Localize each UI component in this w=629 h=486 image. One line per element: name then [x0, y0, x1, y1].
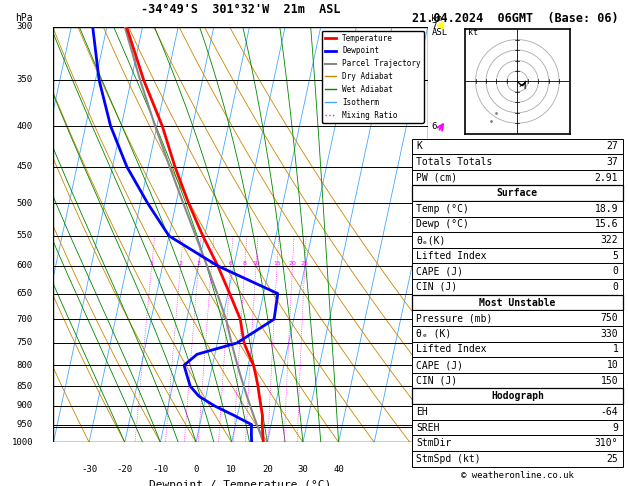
- Text: θₑ (K): θₑ (K): [416, 329, 452, 339]
- Text: 10: 10: [226, 465, 237, 474]
- Text: 300: 300: [17, 22, 33, 31]
- Text: 7: 7: [431, 22, 437, 31]
- Text: 9: 9: [613, 422, 618, 433]
- Text: hPa: hPa: [15, 13, 33, 22]
- Text: -10: -10: [152, 465, 169, 474]
- Text: kt: kt: [468, 28, 478, 37]
- Text: 850: 850: [17, 382, 33, 391]
- Text: 2.91: 2.91: [595, 173, 618, 183]
- Text: StmSpd (kt): StmSpd (kt): [416, 454, 481, 464]
- Text: -34°49'S  301°32'W  21m  ASL: -34°49'S 301°32'W 21m ASL: [141, 3, 340, 17]
- Text: 450: 450: [17, 162, 33, 171]
- Text: 18.9: 18.9: [595, 204, 618, 214]
- Text: km: km: [431, 14, 442, 22]
- Legend: Temperature, Dewpoint, Parcel Trajectory, Dry Adiabat, Wet Adiabat, Isotherm, Mi: Temperature, Dewpoint, Parcel Trajectory…: [321, 31, 424, 122]
- Text: Dewp (°C): Dewp (°C): [416, 219, 469, 229]
- Text: 27: 27: [606, 141, 618, 151]
- Text: 0: 0: [193, 465, 199, 474]
- Text: θₑ(K): θₑ(K): [416, 235, 446, 245]
- Text: 5: 5: [613, 251, 618, 260]
- Text: 700: 700: [17, 314, 33, 324]
- Text: PW (cm): PW (cm): [416, 173, 457, 183]
- Text: 950: 950: [17, 420, 33, 429]
- Text: 3: 3: [196, 261, 201, 266]
- Text: 15: 15: [273, 261, 281, 266]
- Text: 0: 0: [613, 282, 618, 292]
- Text: 1000: 1000: [11, 438, 33, 447]
- Text: Lifted Index: Lifted Index: [416, 251, 487, 260]
- Text: 10: 10: [252, 261, 260, 266]
- Text: 400: 400: [17, 122, 33, 131]
- Text: CAPE (J): CAPE (J): [416, 266, 464, 277]
- Text: Most Unstable: Most Unstable: [479, 297, 555, 308]
- Text: 25: 25: [606, 454, 618, 464]
- Text: 900: 900: [17, 401, 33, 410]
- Text: 40: 40: [333, 465, 344, 474]
- Text: K: K: [416, 141, 422, 151]
- Text: 650: 650: [17, 289, 33, 298]
- Text: 350: 350: [17, 75, 33, 85]
- Text: Hodograph: Hodograph: [491, 391, 544, 401]
- Text: -30: -30: [81, 465, 97, 474]
- Text: 3: 3: [431, 314, 437, 324]
- Text: 4: 4: [209, 261, 213, 266]
- Text: 0: 0: [613, 266, 618, 277]
- Text: 25: 25: [301, 261, 309, 266]
- Text: © weatheronline.co.uk: © weatheronline.co.uk: [461, 471, 574, 480]
- Text: Mixing Ratio (g/kg): Mixing Ratio (g/kg): [460, 183, 469, 286]
- Text: Dewpoint / Temperature (°C): Dewpoint / Temperature (°C): [150, 480, 331, 486]
- Text: 21.04.2024  06GMT  (Base: 06): 21.04.2024 06GMT (Base: 06): [412, 12, 618, 25]
- Text: -20: -20: [117, 465, 133, 474]
- Text: Temp (°C): Temp (°C): [416, 204, 469, 214]
- Text: 500: 500: [17, 199, 33, 208]
- Text: 800: 800: [17, 361, 33, 370]
- Text: Lifted Index: Lifted Index: [416, 345, 487, 354]
- Text: 1: 1: [431, 401, 437, 410]
- Text: 6: 6: [431, 122, 437, 131]
- Text: LCL: LCL: [431, 423, 448, 432]
- Text: 1: 1: [150, 261, 153, 266]
- Text: 550: 550: [17, 231, 33, 241]
- Text: StmDir: StmDir: [416, 438, 452, 448]
- Text: 2: 2: [431, 361, 437, 370]
- Text: 322: 322: [601, 235, 618, 245]
- Text: 8: 8: [243, 261, 247, 266]
- Text: 15.6: 15.6: [595, 219, 618, 229]
- Text: 37: 37: [606, 157, 618, 167]
- Text: 20: 20: [262, 465, 273, 474]
- Text: CAPE (J): CAPE (J): [416, 360, 464, 370]
- Text: 30: 30: [298, 465, 308, 474]
- Text: ASL: ASL: [431, 28, 448, 37]
- Text: 310°: 310°: [595, 438, 618, 448]
- Text: 2: 2: [179, 261, 182, 266]
- Text: 6: 6: [229, 261, 233, 266]
- Text: -64: -64: [601, 407, 618, 417]
- Text: CIN (J): CIN (J): [416, 282, 457, 292]
- Text: 20: 20: [289, 261, 296, 266]
- Text: 150: 150: [601, 376, 618, 386]
- Text: 330: 330: [601, 329, 618, 339]
- Text: 600: 600: [17, 261, 33, 270]
- Text: 4: 4: [431, 261, 437, 270]
- Text: 1: 1: [613, 345, 618, 354]
- Text: SREH: SREH: [416, 422, 440, 433]
- Text: 750: 750: [601, 313, 618, 323]
- Text: EH: EH: [416, 407, 428, 417]
- Text: CIN (J): CIN (J): [416, 376, 457, 386]
- Text: 5: 5: [431, 199, 437, 208]
- Text: Surface: Surface: [497, 188, 538, 198]
- Text: 750: 750: [17, 338, 33, 347]
- Text: Pressure (mb): Pressure (mb): [416, 313, 493, 323]
- Text: 10: 10: [606, 360, 618, 370]
- Text: Totals Totals: Totals Totals: [416, 157, 493, 167]
